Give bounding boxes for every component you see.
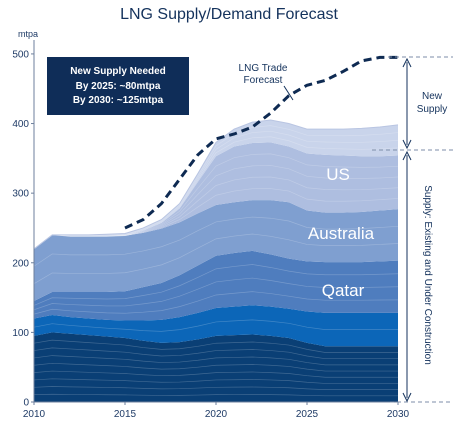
trade-forecast-annotation-line-1: LNG Trade: [239, 63, 288, 74]
layer-stripe: [33, 216, 399, 267]
x-tick-label: 2020: [205, 409, 228, 420]
layer-stripe: [33, 188, 399, 250]
layer-stripe: [33, 355, 398, 366]
region-label-qatar: Qatar: [322, 281, 365, 300]
x-tick-label: 2010: [23, 409, 46, 420]
existing-supply-label: Supply: Existing and Under Construction: [422, 185, 433, 365]
right-brackets: New Supply Supply: Existing and Under Co…: [372, 56, 453, 403]
callout-line-1: New Supply Needed: [70, 66, 166, 77]
new-supply-arrowhead-top: [402, 57, 412, 68]
callout-line-2: By 2025: ~80mtpa: [76, 81, 161, 92]
existing-supply-arrowhead-top: [402, 150, 412, 161]
callout-line-3: By 2030: ~125mtpa: [73, 95, 164, 106]
layer-stripe: [33, 153, 399, 250]
y-axis-unit: mtpa: [18, 29, 38, 39]
y-tick-label: 200: [12, 258, 29, 269]
new-supply-label-line-2: Supply: [417, 104, 448, 115]
y-tick-label: 0: [23, 398, 29, 409]
axes: 0 100 200 300 400 500 2010 2015 2020 2025 2030: [12, 40, 410, 420]
y-tick-label: 100: [12, 328, 29, 339]
layer-stripe: [33, 347, 398, 360]
layer-stripe: [33, 386, 398, 390]
layer-stripe: [33, 176, 399, 250]
supply-layer-4: [34, 200, 398, 302]
y-tick-label: 400: [12, 119, 29, 130]
x-tick-label: 2015: [114, 409, 137, 420]
lng-trade-forecast-line: [124, 55, 398, 230]
layer-stripe: [33, 277, 399, 311]
stripe-overlay: [33, 119, 399, 397]
new-supply-arrowhead-bottom: [402, 139, 412, 150]
layer-stripe: [33, 130, 399, 250]
annotation-leader-line: [283, 85, 294, 101]
supply-layer-1: [34, 332, 398, 402]
layer-stripe: [33, 393, 398, 397]
layer-stripe: [33, 319, 398, 332]
x-tick-label: 2025: [296, 409, 319, 420]
supply-area-layers: [34, 120, 398, 402]
new-supply-label-line-1: New: [422, 91, 443, 102]
layer-stripe: [33, 233, 399, 284]
supply-layer-3: [34, 250, 398, 321]
layer-stripe: [33, 291, 399, 315]
supply-layer-2: [34, 305, 398, 347]
existing-supply-arrowhead-bottom: [402, 392, 412, 403]
region-label-us: US: [326, 165, 350, 184]
x-tick-label: 2030: [387, 409, 410, 420]
chart-title: LNG Supply/Demand Forecast: [120, 6, 338, 23]
layer-stripe: [33, 165, 399, 250]
layer-stripe: [33, 136, 399, 250]
region-label-australia: Australia: [308, 224, 375, 243]
supply-layer-6: [34, 120, 398, 249]
layer-stripe: [33, 362, 398, 372]
supply-total-outline: [33, 119, 399, 250]
supply-layer-5: [34, 142, 398, 249]
y-tick-label: 300: [12, 189, 29, 200]
trade-forecast-annotation-line-2: Forecast: [244, 75, 283, 86]
y-tick-label: 500: [12, 49, 29, 60]
layer-stripe: [33, 370, 398, 378]
layer-stripe: [33, 378, 398, 384]
layer-stripe: [33, 339, 398, 353]
new-supply-callout-box: [47, 57, 189, 115]
layer-stripe: [33, 264, 399, 306]
